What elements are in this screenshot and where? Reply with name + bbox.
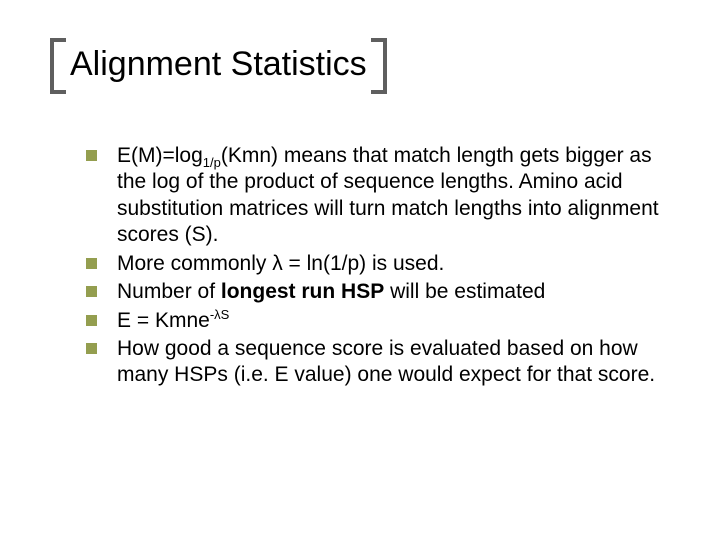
title-wrap: Alignment Statistics xyxy=(56,44,381,85)
square-bullet-icon xyxy=(86,315,97,326)
square-bullet-icon xyxy=(86,286,97,297)
list-item: E = Kmne-λS xyxy=(86,308,664,334)
list-item: More commonly λ = ln(1/p) is used. xyxy=(86,251,664,277)
list-item-text: E = Kmne-λS xyxy=(117,308,229,334)
list-item: E(M)=log1/p(Kmn) means that match length… xyxy=(86,143,664,249)
square-bullet-icon xyxy=(86,258,97,269)
list-item-text: E(M)=log1/p(Kmn) means that match length… xyxy=(117,143,664,249)
list-item-text: Number of longest run HSP will be estima… xyxy=(117,279,545,305)
slide-body: E(M)=log1/p(Kmn) means that match length… xyxy=(56,143,664,389)
square-bullet-icon xyxy=(86,343,97,354)
square-bullet-icon xyxy=(86,150,97,161)
bracket-left-icon xyxy=(50,38,66,94)
list-item: Number of longest run HSP will be estima… xyxy=(86,279,664,305)
list-item-text: How good a sequence score is evaluated b… xyxy=(117,336,664,389)
bracket-right-icon xyxy=(371,38,387,94)
slide: Alignment Statistics E(M)=log1/p(Kmn) me… xyxy=(0,0,720,540)
slide-title: Alignment Statistics xyxy=(56,44,381,85)
list-item-text: More commonly λ = ln(1/p) is used. xyxy=(117,251,444,277)
list-item: How good a sequence score is evaluated b… xyxy=(86,336,664,389)
